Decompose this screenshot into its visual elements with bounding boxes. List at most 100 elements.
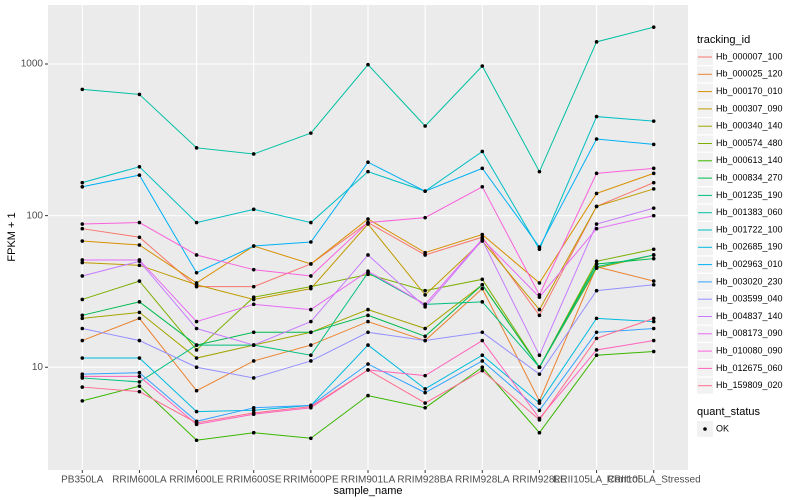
data-point (537, 365, 542, 370)
data-point (480, 184, 485, 189)
y-tick-label: 100 (26, 210, 43, 221)
data-point (251, 408, 256, 413)
data-point (251, 284, 256, 289)
data-point (651, 349, 656, 354)
data-point (480, 300, 485, 304)
data-point (80, 226, 85, 231)
data-point (537, 401, 542, 405)
data-point (366, 253, 370, 257)
data-point (309, 274, 313, 278)
data-point (594, 226, 599, 231)
data-point (480, 286, 485, 291)
data-point (594, 222, 599, 226)
data-point (137, 173, 142, 177)
data-point (594, 353, 599, 358)
data-point (480, 365, 485, 370)
data-point (194, 356, 199, 360)
legend-label: Hb_001235_190 (716, 190, 783, 200)
legend-label: Hb_004837_140 (716, 311, 783, 321)
data-point (594, 171, 599, 176)
data-point (251, 430, 256, 435)
legend-label: Hb_159809_020 (716, 380, 783, 390)
data-point (594, 330, 599, 335)
data-point (651, 171, 656, 176)
data-point (80, 356, 85, 360)
data-point (80, 326, 85, 331)
x-axis-title: sample_name (333, 485, 402, 497)
data-point (309, 404, 313, 409)
data-point (537, 353, 542, 358)
data-point (251, 207, 256, 212)
data-point (309, 353, 313, 358)
legend-title: tracking_id (697, 34, 750, 46)
data-point (651, 253, 656, 257)
x-tick-label: RRIM901LA (341, 475, 396, 486)
data-point (423, 387, 427, 391)
legend-label: Hb_000307_090 (716, 103, 783, 113)
data-point (80, 399, 85, 403)
legend-label: Hb_000834_270 (716, 172, 783, 182)
data-point (594, 191, 599, 196)
data-point (537, 307, 542, 312)
legend-label: Hb_000340_140 (716, 121, 783, 131)
legend-label: Hb_000025_120 (716, 69, 783, 79)
data-point (137, 258, 142, 262)
data-point (537, 245, 542, 249)
data-point (309, 262, 313, 266)
data-point (480, 149, 485, 154)
data-point (423, 288, 427, 293)
data-point (366, 62, 370, 67)
data-point (80, 274, 85, 278)
legend-label: Hb_000007_100 (716, 51, 783, 61)
data-point (137, 310, 142, 315)
data-point (537, 372, 542, 376)
data-point (423, 302, 427, 307)
data-point (137, 164, 142, 169)
data-point (651, 119, 656, 123)
data-point (137, 374, 142, 379)
x-tick-label: PB350LA (61, 475, 104, 486)
data-point (423, 326, 427, 331)
data-point (137, 263, 142, 268)
data-point (194, 319, 199, 324)
data-point (194, 421, 199, 425)
data-point (594, 40, 599, 44)
data-point (651, 282, 656, 287)
data-point (423, 406, 427, 410)
data-point (594, 288, 599, 293)
data-point (309, 284, 313, 289)
data-point (194, 438, 199, 443)
data-point (366, 220, 370, 225)
legend-label: Hb_002963_010 (716, 259, 783, 269)
x-tick-label: RRII105LA_Control (553, 475, 640, 486)
data-point (480, 277, 485, 282)
data-point (80, 313, 85, 318)
y-tick-label: 1000 (21, 59, 44, 70)
data-point (537, 408, 542, 413)
data-point (651, 247, 656, 252)
data-point (651, 279, 656, 283)
legend-label: Hb_001383_060 (716, 207, 783, 217)
data-point (651, 187, 656, 191)
data-point (194, 365, 199, 370)
data-point (594, 264, 599, 269)
data-point (80, 385, 85, 389)
data-point (366, 313, 370, 318)
x-tick-label: RRIM928LE (512, 475, 567, 486)
x-tick-label: RRIM928BA (397, 475, 453, 486)
data-point (594, 204, 599, 209)
data-point (309, 131, 313, 135)
data-point (137, 384, 142, 388)
legend-label: Hb_010080_090 (716, 345, 783, 355)
data-point (651, 206, 656, 210)
data-point (423, 338, 427, 343)
data-point (366, 269, 370, 273)
data-point (80, 180, 85, 185)
data-point (80, 260, 85, 265)
data-point (594, 262, 599, 266)
data-point (251, 267, 256, 272)
x-tick-label: RRIM600SE (226, 475, 282, 486)
data-point (594, 259, 599, 264)
data-point (251, 359, 256, 363)
data-point (137, 235, 142, 240)
